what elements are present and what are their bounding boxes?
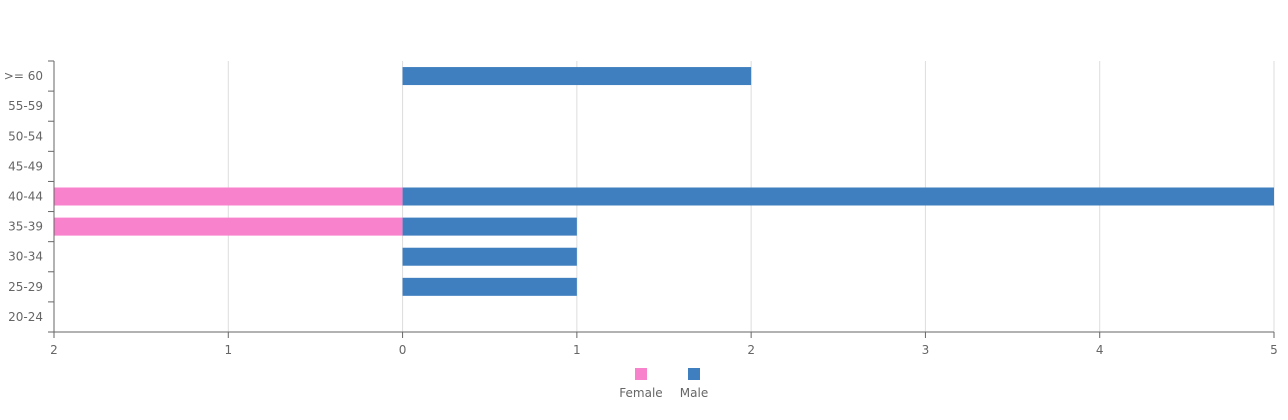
x-tick-label: 5 bbox=[1270, 343, 1278, 357]
x-tick-label: 3 bbox=[922, 343, 930, 357]
bar-male-30-34[interactable] bbox=[402, 247, 577, 266]
bar-female-35-39[interactable] bbox=[54, 217, 403, 236]
legend-swatch bbox=[635, 368, 647, 380]
legend-item-female[interactable]: Female bbox=[619, 368, 663, 400]
legend-item-male[interactable]: Male bbox=[680, 368, 708, 400]
x-axis-labels: 2 1 0 1 2 3 4 5 bbox=[50, 343, 1278, 357]
y-axis-labels: >= 60 55-59 50-54 45-49 40-44 35-39 30-34 25-29… bbox=[4, 69, 43, 324]
x-tick-label: 0 bbox=[399, 343, 407, 357]
legend[interactable]: Female Male bbox=[619, 368, 708, 400]
y-tick-label: 50-54 bbox=[8, 129, 43, 143]
x-tick-label: 1 bbox=[224, 343, 232, 357]
bar-male-35-39[interactable] bbox=[402, 217, 577, 236]
x-tick-label: 2 bbox=[747, 343, 755, 357]
bar-male->= 60[interactable] bbox=[402, 67, 752, 86]
legend-swatch bbox=[688, 368, 700, 380]
y-tick-label: >= 60 bbox=[4, 69, 43, 83]
bar-female-40-44[interactable] bbox=[54, 187, 403, 206]
bar-male-25-29[interactable] bbox=[402, 277, 577, 296]
y-tick-label: 20-24 bbox=[8, 310, 43, 324]
y-tick-label: 30-34 bbox=[8, 250, 43, 264]
bars-group bbox=[54, 67, 1275, 296]
x-tick-label: 4 bbox=[1096, 343, 1104, 357]
legend-label: Male bbox=[680, 386, 708, 400]
y-tick-label: 55-59 bbox=[8, 99, 43, 113]
y-tick-label: 35-39 bbox=[8, 220, 43, 234]
x-tick-label: 1 bbox=[573, 343, 581, 357]
bar-male-40-44[interactable] bbox=[402, 187, 1275, 206]
legend-label: Female bbox=[619, 386, 662, 400]
axes-group bbox=[48, 60, 1275, 338]
y-tick-label: 25-29 bbox=[8, 280, 43, 294]
y-tick-label: 40-44 bbox=[8, 190, 43, 204]
y-tick-label: 45-49 bbox=[8, 159, 43, 173]
x-tick-label: 2 bbox=[50, 343, 58, 357]
